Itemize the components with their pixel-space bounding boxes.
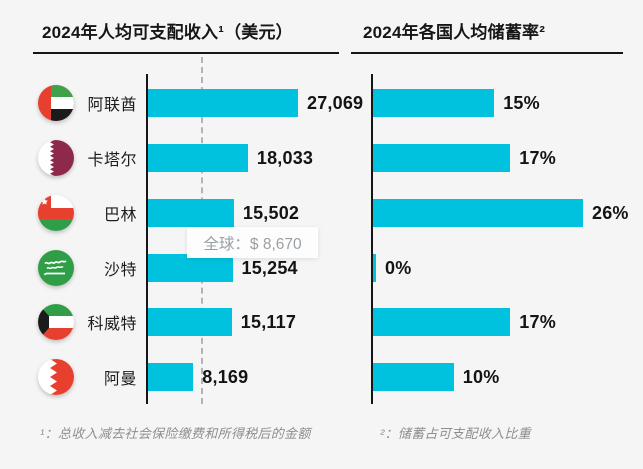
income-bar — [148, 89, 298, 117]
income-bar — [148, 363, 194, 391]
left-chart-y-axis — [146, 74, 148, 404]
kuwait-flag-icon — [38, 304, 74, 340]
saudi-flag-icon — [38, 250, 74, 286]
country-label: 阿联酋 — [87, 97, 137, 114]
savings-bar — [373, 363, 454, 391]
income-value-label: 15,117 — [240, 311, 297, 332]
country-label: 阿曼 — [103, 371, 137, 388]
uae-flag-icon — [38, 85, 74, 121]
savings-value-label: 17% — [519, 311, 556, 332]
savings-bar — [373, 308, 511, 336]
savings-bar — [373, 199, 583, 227]
income-value-label: 15,254 — [241, 257, 298, 278]
income-bar — [148, 308, 232, 336]
income-value-label: 27,069 — [307, 92, 364, 113]
income-bar — [148, 254, 233, 282]
income-bar — [148, 144, 248, 172]
country-label: 科威特 — [87, 316, 137, 333]
right-chart-y-axis — [371, 74, 373, 404]
country-label: 巴林 — [103, 207, 137, 224]
income-value-label: 18,033 — [256, 147, 314, 168]
savings-value-label: 0% — [385, 257, 412, 278]
savings-value-label: 10% — [462, 366, 500, 387]
qatar-flag-icon — [38, 140, 74, 176]
bahrain-style-flag-icon — [38, 359, 74, 395]
savings-bar — [373, 89, 495, 117]
left-chart-title: 2024年人均可支配收入¹（美元） — [33, 14, 339, 54]
savings-value-label: 26% — [592, 202, 629, 223]
income-value-label: 8,169 — [202, 366, 249, 387]
income-value-label: 15,502 — [242, 202, 300, 223]
global-average-tooltip: 全球：$ 8,670 — [187, 227, 318, 258]
footnote-savings: ²：储蓄占可支配收入比重 — [380, 426, 531, 441]
income-bar — [148, 199, 234, 227]
country-label: 沙特 — [103, 262, 137, 279]
right-chart-title: 2024年各国人均储蓄率² — [351, 14, 623, 54]
savings-value-label: 15% — [503, 92, 540, 113]
savings-bar — [373, 144, 511, 172]
footnote-income: ¹：总收入减去社会保险缴费和所得税后的金额 — [40, 426, 311, 441]
country-label: 卡塔尔 — [87, 152, 137, 169]
oman-style-flag-icon — [38, 195, 74, 231]
savings-value-label: 17% — [519, 147, 556, 168]
savings-bar — [373, 254, 376, 282]
